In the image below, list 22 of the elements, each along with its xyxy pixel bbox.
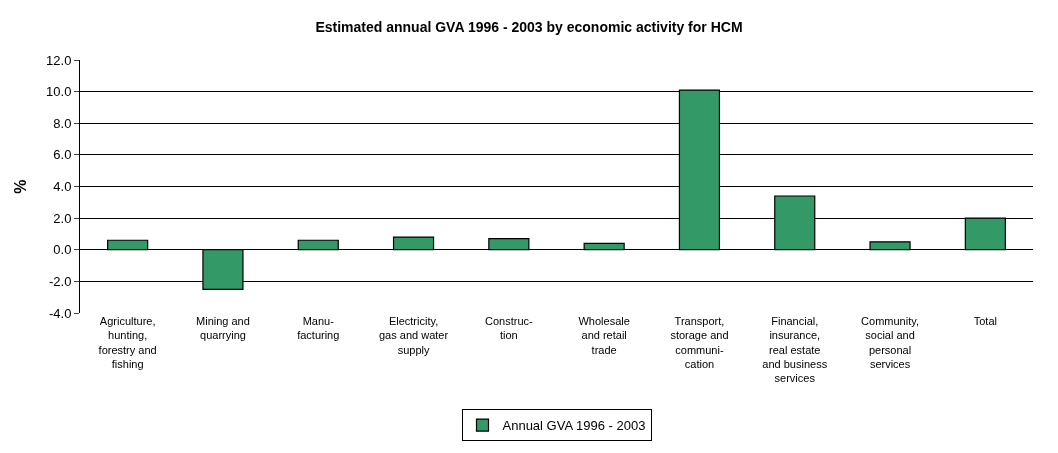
x-tick-label: Manu- facturing [297, 315, 340, 342]
x-tick-label: Transport, storage and communi- cation [670, 315, 729, 370]
y-tick-label: -4.0 [48, 305, 72, 321]
x-tick-label: Electricity, gas and water supply [379, 315, 449, 356]
x-tick-label: Agriculture, hunting, forestry and fishing [98, 315, 157, 370]
x-tick-label: Community, social and personal services [861, 315, 919, 370]
x-tick-label: Construc- tion [485, 315, 534, 342]
x-tick-label: Total [973, 315, 997, 327]
y-tick-label: 10.0 [46, 84, 72, 100]
y-tick-label: 12.0 [46, 52, 72, 68]
y-tick-label: 8.0 [53, 115, 72, 131]
y-axis-title: % [11, 179, 29, 194]
y-tick-label: 4.0 [53, 179, 72, 195]
legend-label: Annual GVA 1996 - 2003 [502, 418, 646, 434]
y-tick-label: 6.0 [53, 147, 72, 163]
chart-title: Estimated annual GVA 1996 - 2003 by economic activity for HCM [315, 19, 743, 36]
y-tick-label: 2.0 [53, 210, 72, 226]
y-tick-label: 0.0 [53, 242, 72, 258]
y-tick-label: -2.0 [48, 273, 72, 289]
x-tick-label: Wholesale and retail trade [578, 315, 630, 356]
x-tick-label: Mining and quarrying [196, 315, 250, 342]
x-tick-label: Financial, insurance, real estate and business services [762, 315, 828, 385]
